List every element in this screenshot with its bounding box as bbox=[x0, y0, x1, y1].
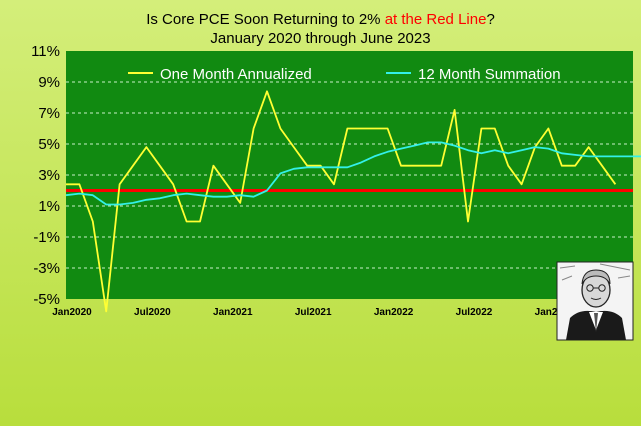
y-tick-label: 5% bbox=[38, 136, 60, 153]
legend-label: 12 Month Summation bbox=[418, 66, 561, 83]
x-tick-label: Jan2023 bbox=[535, 307, 575, 318]
title-line-2: January 2020 through June 2023 bbox=[210, 30, 431, 47]
series-line-2 bbox=[65, 141, 641, 206]
y-tick-label: -5% bbox=[33, 291, 60, 308]
y-axis-ticks: 11% 9% 7% 5% 3% 1% -1% -3% -5% bbox=[31, 43, 60, 308]
series-line-1 bbox=[66, 90, 617, 313]
y-tick-label: 7% bbox=[38, 105, 60, 122]
x-axis-ticks: Jan2020 Jul2020 Jan2021 Jul2021 Jan2022 Jul20… bbox=[52, 307, 574, 318]
y-tick-label: 1% bbox=[38, 198, 60, 215]
y-tick-label: 11% bbox=[31, 43, 60, 60]
gridlines bbox=[66, 81, 633, 269]
y-tick-label: -3% bbox=[33, 260, 60, 277]
title-suffix: ? bbox=[486, 11, 495, 28]
x-tick-label: Jan2021 bbox=[213, 307, 253, 318]
x-tick-label: Jan2022 bbox=[374, 307, 414, 318]
title-line-1: Is Core PCE Soon Returning to 2% at the … bbox=[0, 10, 641, 29]
y-tick-label: 9% bbox=[38, 74, 60, 91]
x-tick-label: Jul2021 bbox=[295, 307, 332, 318]
chart-title: Is Core PCE Soon Returning to 2% at the … bbox=[0, 10, 641, 48]
x-tick-label: Jul2020 bbox=[134, 307, 171, 318]
series-layer bbox=[65, 90, 641, 313]
title-prefix: Is Core PCE Soon Returning to 2% bbox=[146, 11, 385, 28]
x-tick-label: Jan2020 bbox=[52, 307, 92, 318]
y-tick-label: -1% bbox=[33, 229, 60, 246]
y-tick-label: 3% bbox=[38, 167, 60, 184]
legend: One Month Annualized 12 Month Summation bbox=[128, 66, 561, 83]
legend-label: One Month Annualized bbox=[160, 66, 312, 83]
portrait-image bbox=[556, 261, 634, 341]
x-tick-label: Jul2022 bbox=[456, 307, 493, 318]
title-highlight: at the Red Line bbox=[384, 11, 487, 28]
